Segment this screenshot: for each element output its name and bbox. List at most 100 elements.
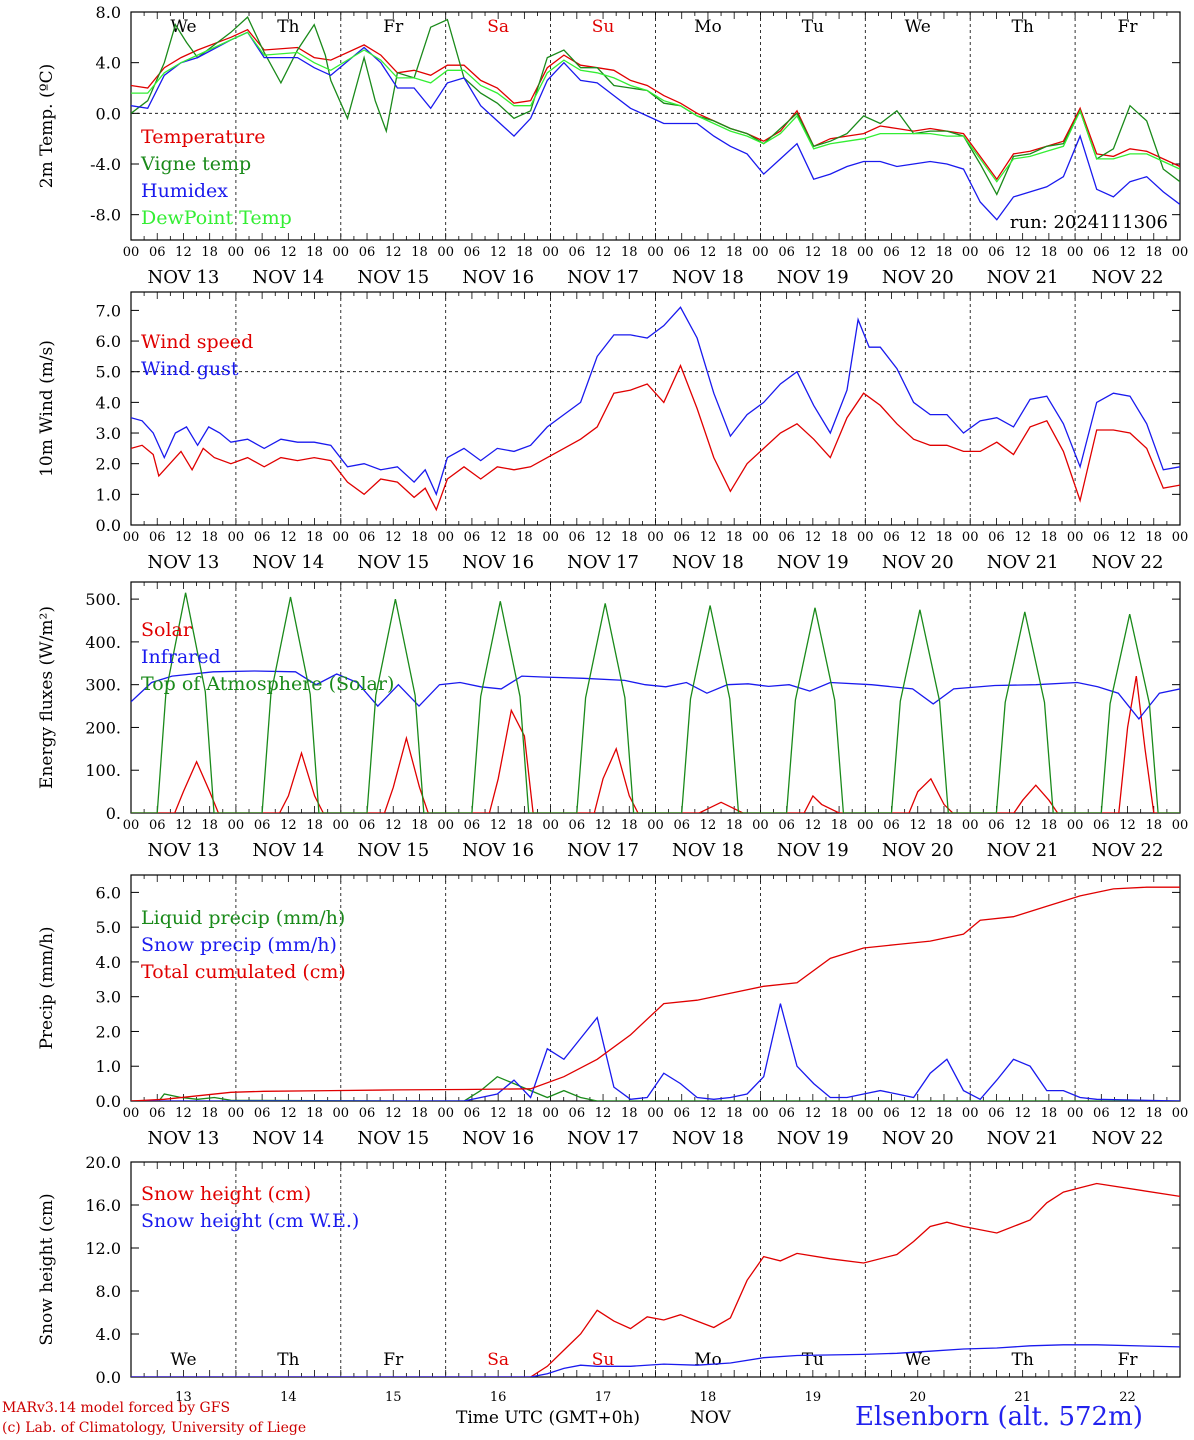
x-hour-label: 00 <box>962 530 979 545</box>
x-hour-label: 06 <box>254 1106 271 1121</box>
x-date-label: NOV 18 <box>672 267 744 288</box>
panel-temp: -8.0 -4.0 0.0 4.0 8.0 2m Temp. (ºC) 00 06 12 18 NO… <box>37 3 1188 288</box>
x-hour-label: 00 <box>752 530 769 545</box>
x-hour-label: 18 <box>621 530 638 545</box>
x-hour-label: 12 <box>175 530 192 545</box>
x-hour-label: 00 <box>1172 1106 1189 1121</box>
y-tick-label: 5.0 <box>96 918 121 937</box>
y-tick-label: 3.0 <box>96 988 121 1007</box>
series-line-temperature <box>131 28 1180 181</box>
x-date-label: NOV 20 <box>882 1128 954 1149</box>
x-hour-label: 18 <box>306 1106 323 1121</box>
x-hour-label: 12 <box>595 818 612 833</box>
x-hour-label: 06 <box>149 245 166 260</box>
x-hour-label: 06 <box>883 530 900 545</box>
x-date-label: NOV 17 <box>567 840 639 861</box>
y-tick-label: 200. <box>85 718 121 737</box>
x-hour-label: 18 <box>831 818 848 833</box>
x-hour-label: 12 <box>1014 1106 1031 1121</box>
panel-precip: 0.0 1.0 2.0 3.0 4.0 5.0 6.0 Precip (mm/h) 00 06 12… <box>37 874 1189 1149</box>
y-tick-label: 4.0 <box>96 953 121 972</box>
x-hour-label: 12 <box>385 530 402 545</box>
series-line-snow-height-cm- <box>131 1182 1180 1377</box>
x-hour-label: 12 <box>909 818 926 833</box>
series-line-snow-height-cm-w-e- <box>131 1344 1180 1377</box>
x-hour-label: 00 <box>647 818 664 833</box>
y-tick-label: 6.0 <box>96 883 121 902</box>
legend-entry: Wind speed <box>141 331 253 353</box>
x-hour-label: 00 <box>1172 245 1189 260</box>
x-hour-label: 06 <box>988 530 1005 545</box>
weekday-label: We <box>905 1350 931 1370</box>
x-hour-label: 00 <box>123 1106 140 1121</box>
x-hour-label: 00 <box>1067 818 1084 833</box>
series-line-top-of-atmosphere-solar- <box>131 592 1180 813</box>
x-date-label: NOV 14 <box>252 552 324 573</box>
x-hour-label: 00 <box>857 530 874 545</box>
x-hour-label: 06 <box>673 245 690 260</box>
x-date-label: NOV 16 <box>462 1128 534 1149</box>
weekday-label: Fr <box>383 1350 404 1370</box>
footer-lab-credit: (c) Lab. of Climatology, University of L… <box>2 1420 307 1436</box>
x-hour-label: 12 <box>1014 530 1031 545</box>
x-hour-label: 18 <box>726 530 743 545</box>
x-hour-label: 18 <box>621 1106 638 1121</box>
y-axis-label: Energy fluxes (W/m²) <box>37 606 57 789</box>
legend-entry: Temperature <box>141 126 265 148</box>
x-hour-label: 12 <box>595 245 612 260</box>
x-hour-label: 00 <box>228 245 245 260</box>
x-hour-label: 18 <box>936 245 953 260</box>
x-hour-label: 06 <box>149 1106 166 1121</box>
x-hour-label: 06 <box>778 530 795 545</box>
x-date-label: NOV 17 <box>567 1128 639 1149</box>
x-hour-label: 06 <box>778 1106 795 1121</box>
weekday-label: Fr <box>1118 1350 1139 1370</box>
x-hour-label: 00 <box>962 1106 979 1121</box>
x-date-label: NOV 19 <box>777 552 849 573</box>
y-tick-label: 12.0 <box>85 1239 121 1258</box>
x-hour-label: 12 <box>1119 818 1136 833</box>
x-hour-label: 06 <box>778 818 795 833</box>
x-hour-label: 12 <box>1119 530 1136 545</box>
y-tick-label: 4.0 <box>96 54 121 73</box>
x-hour-label: 00 <box>647 1106 664 1121</box>
x-hour-label: 18 <box>1146 818 1163 833</box>
x-hour-label: 18 <box>831 530 848 545</box>
x-hour-label: 06 <box>254 818 271 833</box>
y-tick-label: 0.0 <box>96 1092 121 1111</box>
x-date-label: NOV 20 <box>882 840 954 861</box>
x-hour-label: 06 <box>359 245 376 260</box>
x-hour-label: 00 <box>1067 1106 1084 1121</box>
day-number-label: 21 <box>1014 1390 1031 1405</box>
x-hour-label: 18 <box>516 245 533 260</box>
x-date-label: NOV 16 <box>462 552 534 573</box>
x-date-label: NOV 19 <box>777 1128 849 1149</box>
y-tick-label: 1.0 <box>96 1057 121 1076</box>
legend-entry: Solar <box>141 619 193 641</box>
x-hour-label: 00 <box>228 1106 245 1121</box>
x-hour-label: 18 <box>201 530 218 545</box>
x-hour-label: 12 <box>385 1106 402 1121</box>
x-hour-label: 18 <box>621 818 638 833</box>
legend-entry: Wind gust <box>141 358 239 380</box>
x-hour-label: 00 <box>962 818 979 833</box>
y-tick-label: 3.0 <box>96 424 121 443</box>
x-hour-label: 00 <box>123 818 140 833</box>
x-hour-label: 18 <box>411 1106 428 1121</box>
x-hour-label: 18 <box>411 530 428 545</box>
x-date-label: NOV 19 <box>777 840 849 861</box>
x-hour-label: 12 <box>700 1106 717 1121</box>
legend-entry: Humidex <box>141 180 228 202</box>
x-hour-label: 12 <box>490 818 507 833</box>
series-line-vigne-temp <box>131 16 1180 196</box>
day-number-label: 17 <box>595 1390 612 1405</box>
x-hour-label: 18 <box>1146 1106 1163 1121</box>
x-hour-label: 06 <box>883 1106 900 1121</box>
x-date-label: NOV 16 <box>462 267 534 288</box>
x-date-label: NOV 15 <box>357 1128 429 1149</box>
x-hour-label: 00 <box>857 1106 874 1121</box>
weekday-label: Su <box>592 1350 615 1370</box>
x-hour-label: 06 <box>988 245 1005 260</box>
weekday-label: Th <box>277 17 299 37</box>
